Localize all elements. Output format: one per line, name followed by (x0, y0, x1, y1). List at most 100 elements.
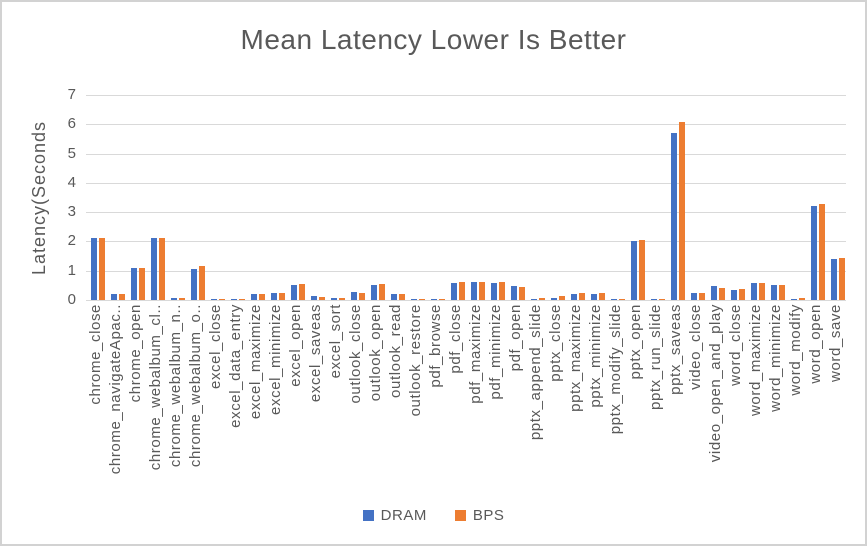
bar-bps-pptx_append_slide (539, 298, 545, 300)
x-axis-label: chrome_navigateApac.. (107, 304, 124, 475)
x-axis-label: pptx_saveas (667, 304, 684, 395)
bar-bps-video_close (699, 293, 705, 300)
x-axis-label: outlook_open (367, 304, 384, 402)
bar-dram-excel_sort (331, 298, 337, 300)
x-axis-label: word_save (827, 304, 844, 382)
bar-bps-chrome_navigateApac.. (119, 294, 125, 300)
bar-bps-excel_open (299, 284, 305, 300)
x-axis-label: pdf_open (507, 304, 524, 372)
x-axis-label: video_close (687, 304, 704, 390)
bar-dram-pptx_modify_slide (611, 299, 617, 300)
gridline (86, 124, 846, 125)
bar-bps-excel_saveas (319, 297, 325, 300)
bar-dram-pdf_minimize (491, 283, 497, 300)
bar-bps-word_open (819, 204, 825, 300)
bar-dram-outlook_open (371, 285, 377, 300)
bar-bps-excel_minimize (279, 293, 285, 300)
x-axis-label: pdf_maximize (467, 304, 484, 404)
bar-bps-pptx_saveas (679, 122, 685, 300)
bar-dram-excel_maximize (251, 294, 257, 300)
bar-dram-chrome_webalbum_cl.. (151, 238, 157, 300)
bar-bps-outlook_read (399, 294, 405, 300)
bar-dram-pdf_close (451, 283, 457, 300)
bar-dram-pptx_append_slide (531, 299, 537, 300)
bar-dram-excel_close (211, 299, 217, 300)
y-tick-label: 5 (67, 145, 76, 162)
bar-bps-word_save (839, 258, 845, 300)
bar-dram-pptx_saveas (671, 133, 677, 300)
gridline (86, 212, 846, 213)
x-axis-label: excel_saveas (307, 304, 324, 403)
legend-swatch-bps (454, 509, 466, 521)
bar-bps-word_modify (799, 298, 805, 300)
bar-dram-pptx_maximize (571, 294, 577, 300)
x-axis-label: video_open_and_play (707, 304, 724, 463)
bar-bps-pdf_minimize (499, 282, 505, 300)
x-axis-label: excel_data_entry (227, 304, 244, 428)
x-axis-label: word_maximize (747, 304, 764, 416)
bar-bps-pdf_maximize (479, 282, 485, 300)
bar-bps-word_maximize (759, 283, 765, 300)
bar-bps-excel_data_entry (239, 299, 245, 300)
x-axis-label: pptx_close (547, 304, 564, 382)
bar-bps-word_minimize (779, 285, 785, 300)
x-axis-label: outlook_read (387, 304, 404, 398)
x-axis-label: excel_minimize (267, 304, 284, 415)
x-axis-label: pptx_modify_slide (607, 304, 624, 435)
bar-bps-pdf_close (459, 282, 465, 300)
bar-bps-pptx_open (639, 240, 645, 300)
bar-dram-outlook_read (391, 294, 397, 300)
bar-dram-chrome_webalbum_o.. (191, 269, 197, 300)
bar-dram-pdf_maximize (471, 282, 477, 300)
bar-dram-outlook_restore (411, 299, 417, 300)
bar-dram-pdf_browse (431, 299, 437, 300)
bar-dram-outlook_close (351, 292, 357, 300)
bar-bps-pptx_close (559, 296, 565, 300)
bar-bps-video_open_and_play (719, 288, 725, 300)
x-axis-line (86, 300, 846, 301)
bar-dram-word_save (831, 259, 837, 300)
y-tick-label: 4 (67, 174, 76, 191)
bar-dram-video_open_and_play (711, 286, 717, 300)
x-axis-label: chrome_webalbum_n.. (167, 304, 184, 468)
bar-dram-excel_open (291, 285, 297, 300)
x-axis-label: chrome_webalbum_cl.. (147, 304, 164, 471)
bar-dram-word_open (811, 206, 817, 300)
bar-bps-excel_sort (339, 298, 345, 300)
bar-dram-pptx_open (631, 241, 637, 300)
bar-dram-word_minimize (771, 285, 777, 300)
bar-dram-chrome_webalbum_n.. (171, 298, 177, 300)
bar-dram-pptx_run_slide (651, 299, 657, 300)
x-axis-label: pptx_run_slide (647, 304, 664, 410)
x-axis-label: chrome_close (87, 304, 104, 405)
chart-title: Mean Latency Lower Is Better (240, 24, 627, 55)
y-tick-label: 0 (67, 291, 76, 308)
bar-dram-pptx_minimize (591, 294, 597, 300)
bar-bps-chrome_webalbum_cl.. (159, 238, 165, 300)
bar-bps-chrome_webalbum_o.. (199, 266, 205, 300)
bar-bps-pdf_browse (439, 299, 445, 300)
bar-dram-excel_data_entry (231, 299, 237, 300)
y-tick-label: 3 (67, 203, 76, 220)
bar-dram-pptx_close (551, 298, 557, 300)
bar-bps-excel_close (219, 299, 225, 300)
y-tick-label: 1 (67, 262, 76, 279)
bar-dram-chrome_close (91, 238, 97, 300)
y-tick-label: 7 (67, 86, 76, 103)
x-axis-label: excel_close (207, 304, 224, 389)
legend-item-dram: DRAM (362, 507, 427, 524)
bar-dram-word_modify (791, 299, 797, 300)
x-axis-label: pptx_open (627, 304, 644, 380)
legend-label-bps: BPS (472, 506, 505, 524)
x-axis-label: outlook_restore (407, 304, 424, 417)
x-axis-label: outlook_close (347, 304, 364, 404)
bar-dram-video_close (691, 293, 697, 300)
bar-dram-word_maximize (751, 283, 757, 300)
bar-bps-outlook_restore (419, 299, 425, 300)
bar-bps-pptx_maximize (579, 293, 585, 300)
bar-dram-chrome_open (131, 268, 137, 300)
x-axis-label: word_modify (787, 304, 804, 396)
x-axis-label: word_close (727, 304, 744, 386)
x-axis-label: pdf_close (447, 304, 464, 374)
